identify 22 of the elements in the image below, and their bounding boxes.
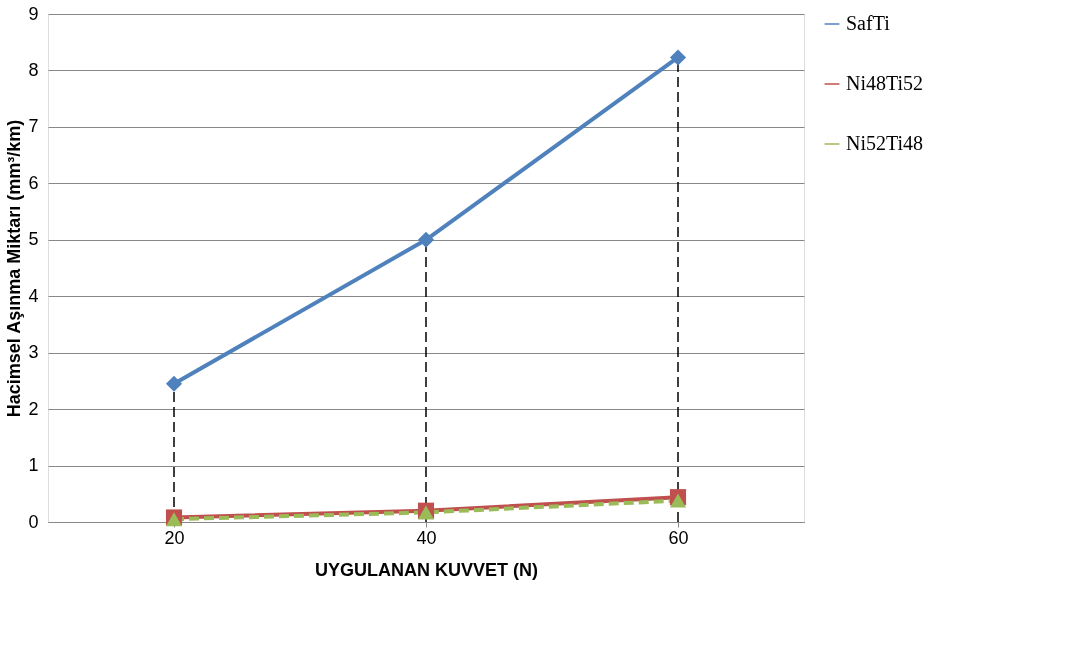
point <box>669 49 687 66</box>
y-tick-label: 5 <box>28 229 39 250</box>
y-tick-label: 7 <box>28 116 39 137</box>
y-tick-label: 4 <box>28 285 39 306</box>
point <box>165 375 183 392</box>
y-tick-label: 8 <box>28 59 39 80</box>
x-tick-label: 60 <box>668 527 689 548</box>
legend-label: SafTi <box>846 12 891 34</box>
y-tick-label: 1 <box>28 455 39 476</box>
y-tick-label: 0 <box>28 511 39 532</box>
y-tick-label: 3 <box>28 342 39 363</box>
y-tick-label: 9 <box>28 3 39 24</box>
x-tick-label: 40 <box>416 527 437 548</box>
y-tick-label: 6 <box>28 172 39 193</box>
point <box>417 231 435 248</box>
point <box>669 493 687 508</box>
x-tick-label: 20 <box>164 527 185 548</box>
y-tick-label: 2 <box>28 398 39 419</box>
y-axis-title: Hacimsel Aşınma Miktarı (mm³/km) <box>4 119 25 418</box>
legend-label: Ni48Ti52 <box>846 72 924 94</box>
x-axis-title: UYGULANAN KUVVET (N) <box>315 559 538 580</box>
legend-label: Ni52Ti48 <box>846 132 924 154</box>
